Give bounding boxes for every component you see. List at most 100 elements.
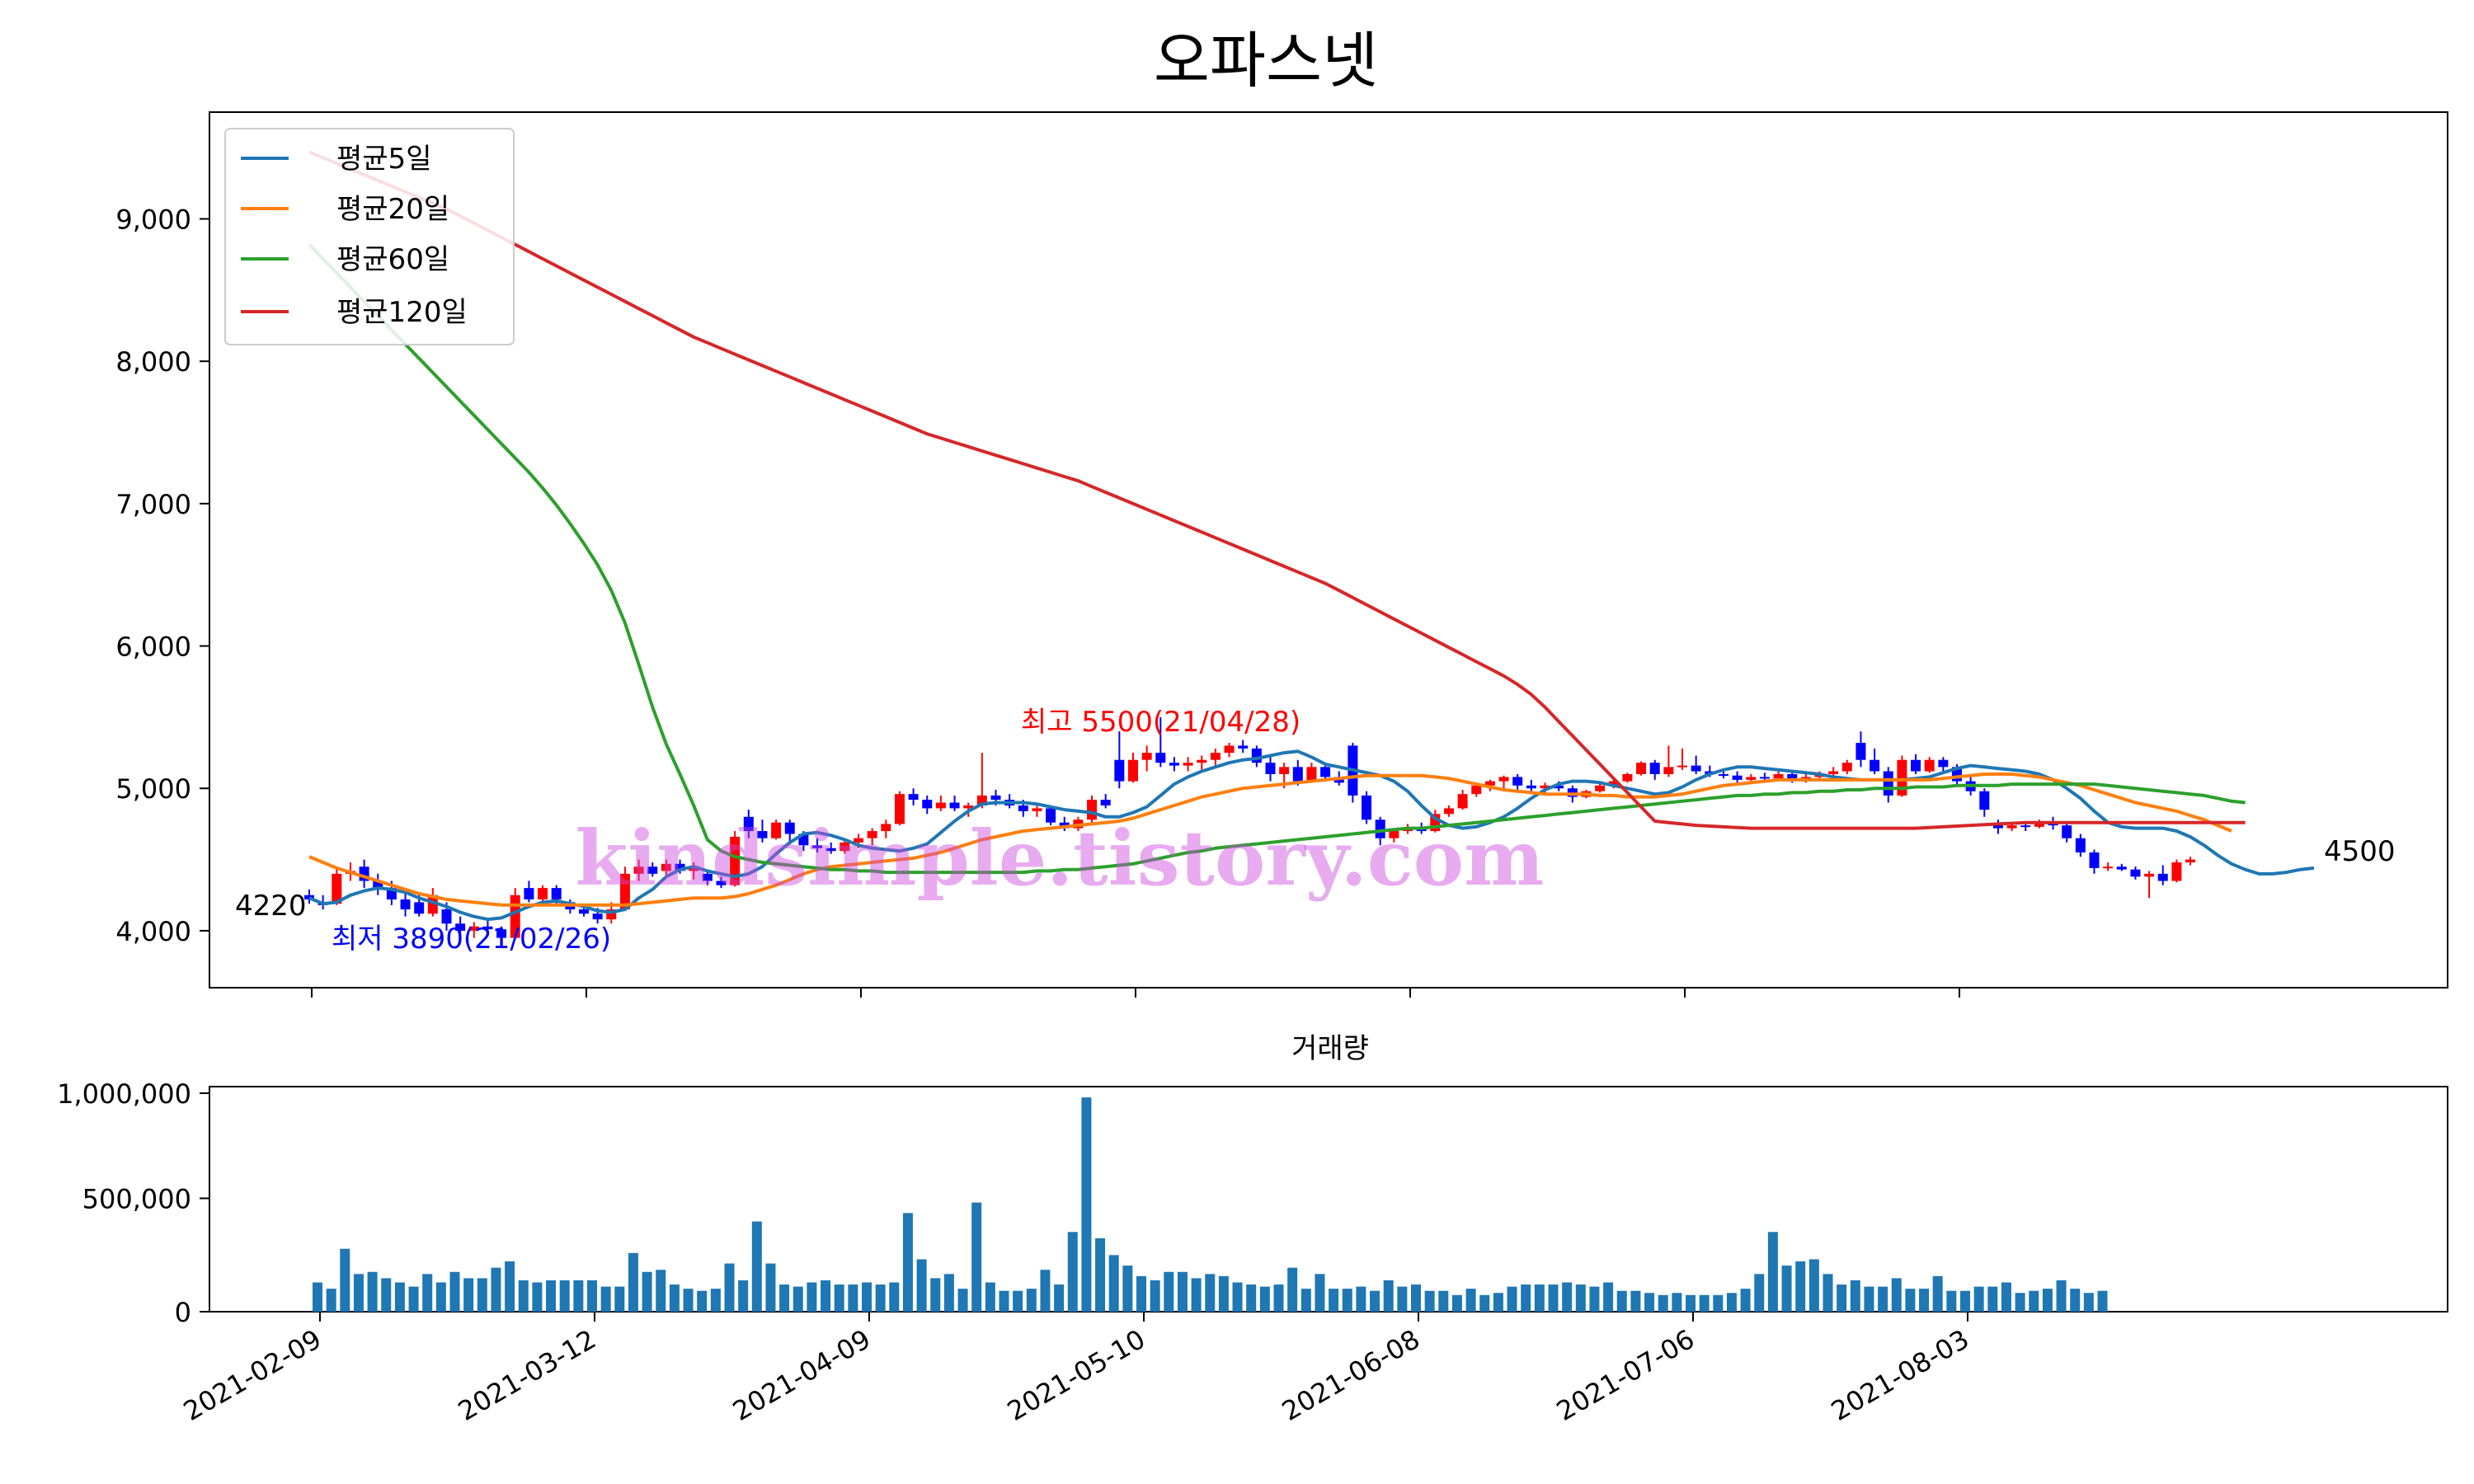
candle-body (1732, 775, 1743, 780)
candle-body (1389, 831, 1399, 838)
candle (922, 795, 933, 815)
candle (1100, 794, 1111, 809)
candle-body (1224, 745, 1235, 754)
candle (1306, 763, 1317, 783)
volume-bar (999, 1290, 1009, 1312)
volume-bar (916, 1259, 927, 1312)
candle-body (1938, 759, 1949, 768)
volume-bar (2083, 1293, 2094, 1312)
price-panel: 4,000 5,000 6,000 7,000 8,000 9,000 kindsimpl… (115, 111, 2448, 998)
candle (304, 889, 314, 904)
candle (2116, 863, 2127, 871)
candle-body (1032, 808, 1042, 811)
candle-body (1663, 767, 1674, 774)
candle-body (1141, 753, 1152, 760)
volume-bar (1548, 1284, 1559, 1312)
candle-body (455, 923, 466, 931)
candle-body (1128, 759, 1138, 782)
volume-bar (1300, 1289, 1311, 1312)
x-tick-label: 2021-06-08 (1277, 1323, 1425, 1427)
candle-body (1979, 791, 1990, 810)
volume-bar (1040, 1270, 1051, 1312)
chart-title: 오파스넷 (1154, 26, 1378, 96)
volume-bar (587, 1280, 597, 1312)
x-tick-label: 2021-03-12 (453, 1323, 601, 1427)
candle (825, 842, 836, 854)
price-y-axis: 4,000 5,000 6,000 7,000 8,000 9,000 (115, 204, 209, 947)
volume-bar (1919, 1289, 1930, 1312)
candle-body (1718, 773, 1729, 776)
x-tick-label: 2021-02-09 (178, 1323, 327, 1427)
candle-body (1320, 767, 1331, 777)
candle (1595, 782, 1606, 793)
volume-bar (1878, 1286, 1888, 1312)
legend-box (224, 128, 515, 345)
volume-bar (1342, 1289, 1352, 1312)
candle (1911, 754, 1921, 774)
candle-body (1595, 785, 1606, 791)
volume-bar (1246, 1284, 1257, 1312)
candle-body (702, 873, 713, 881)
candle (1348, 742, 1358, 803)
candle-body (689, 866, 699, 871)
candle-body (867, 831, 877, 838)
candle-body (661, 863, 671, 871)
candle (468, 922, 479, 938)
volume-x-axis: 2021-02-09 2021-03-12 2021-04-09 2021-05-10… (178, 1312, 1974, 1427)
candle-body (1238, 745, 1249, 749)
legend-item-ma20: 평균20일 (241, 193, 449, 226)
volume-bar (1356, 1286, 1366, 1312)
volume-bar (943, 1274, 954, 1312)
candle (633, 859, 644, 881)
candle-body (784, 822, 795, 834)
candle (771, 819, 782, 840)
volume-bar (491, 1267, 501, 1312)
volume-bar (1823, 1274, 1833, 1312)
price-x-axis (311, 988, 1960, 998)
x-tick-label: 2021-07-06 (1551, 1323, 1700, 1427)
candle-body (1265, 763, 1276, 774)
candle-body (1046, 808, 1056, 823)
volume-bar (793, 1286, 803, 1312)
volume-bar (422, 1274, 433, 1312)
volume-bar (1603, 1282, 1614, 1312)
candle (1114, 731, 1125, 789)
candle (1210, 748, 1221, 766)
candle (949, 795, 960, 811)
price-y-tick-label: 4,000 (115, 916, 191, 947)
candlesticks (304, 716, 2196, 946)
volume-bar (2015, 1293, 2025, 1312)
candle-body (2157, 873, 2168, 881)
volume-bar (765, 1263, 776, 1312)
candle (400, 890, 411, 917)
volume-bar (834, 1284, 844, 1312)
candle-body (730, 836, 741, 885)
candle-body (538, 888, 548, 899)
candle-body (551, 888, 562, 899)
ma-line-2 (308, 243, 2246, 875)
volume-bar (1781, 1266, 1792, 1312)
candle (2157, 865, 2168, 885)
volume-bar (1479, 1294, 1490, 1312)
candle-body (922, 800, 933, 809)
volume-bar (656, 1270, 666, 1312)
candle (840, 839, 850, 854)
candle-body (1856, 742, 1866, 760)
candle (1128, 753, 1138, 783)
volume-bar (1630, 1290, 1641, 1312)
volume-bar (1026, 1289, 1037, 1312)
candle-body (1183, 763, 1193, 766)
volume-bar (1534, 1284, 1545, 1312)
volume-bar (1616, 1290, 1627, 1312)
volume-bar (435, 1282, 446, 1312)
volume-bar (408, 1286, 419, 1312)
price-y-tick-label: 9,000 (115, 204, 191, 236)
candle (812, 838, 823, 852)
volume-bar (1905, 1289, 1916, 1312)
candle (2075, 834, 2086, 857)
candle-body (332, 873, 342, 904)
candle-body (2185, 859, 2196, 863)
volume-bar (1232, 1282, 1243, 1312)
candle (1870, 748, 1880, 774)
candle-body (441, 909, 452, 924)
